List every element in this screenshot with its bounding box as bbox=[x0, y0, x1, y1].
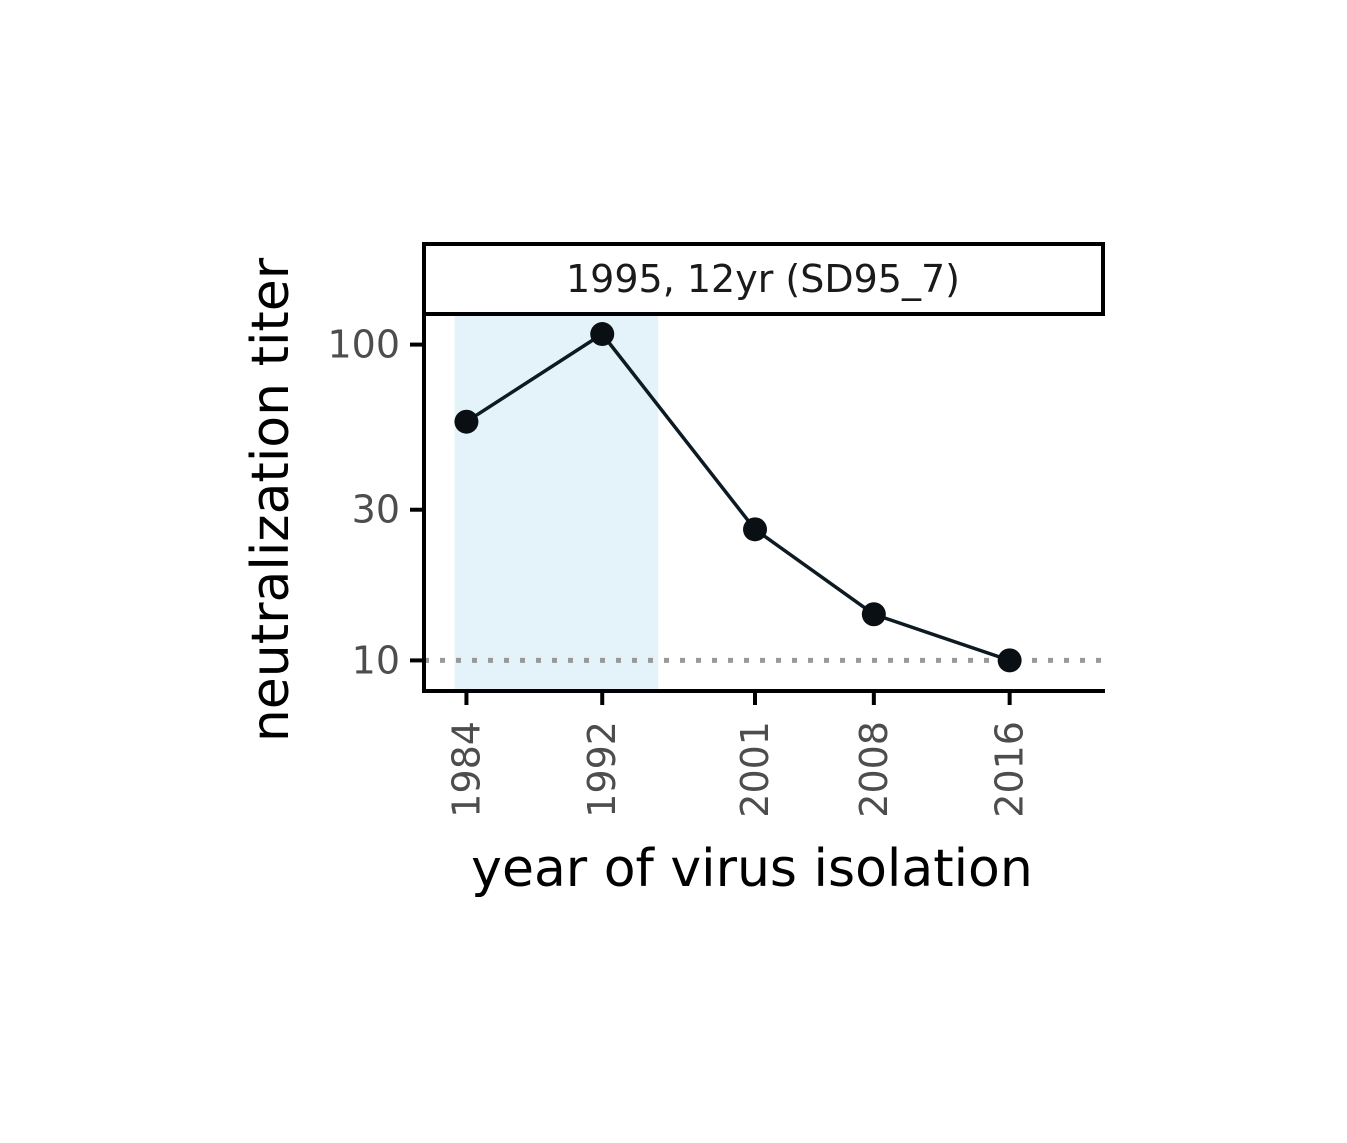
panel-title: 1995, 12yr (SD95_7) bbox=[566, 257, 960, 301]
panel-strip: 1995, 12yr (SD95_7) bbox=[422, 242, 1105, 316]
data-point bbox=[861, 602, 886, 627]
x-tick-label: 1992 bbox=[580, 721, 624, 818]
x-tick-label: 2008 bbox=[852, 721, 896, 818]
data-point bbox=[454, 409, 479, 434]
data-point bbox=[590, 322, 615, 347]
x-tick-label: 1984 bbox=[444, 721, 488, 818]
data-point bbox=[997, 648, 1022, 673]
data-point bbox=[743, 517, 768, 542]
y-tick-label: 30 bbox=[352, 488, 400, 532]
x-axis-title: year of virus isolation bbox=[471, 839, 1033, 899]
panel-strip-box bbox=[422, 242, 1105, 316]
y-axis-title: neutralization titer bbox=[241, 257, 301, 742]
y-tick-label: 10 bbox=[352, 638, 400, 682]
x-tick-label: 2001 bbox=[733, 721, 777, 818]
y-tick-label: 100 bbox=[327, 323, 400, 367]
highlight-band bbox=[454, 314, 659, 691]
axes: 10 30 100 1984 1992 2001 2008 2016 bbox=[327, 312, 1105, 818]
plot-area bbox=[424, 314, 1103, 691]
x-tick-label: 2016 bbox=[988, 721, 1032, 818]
